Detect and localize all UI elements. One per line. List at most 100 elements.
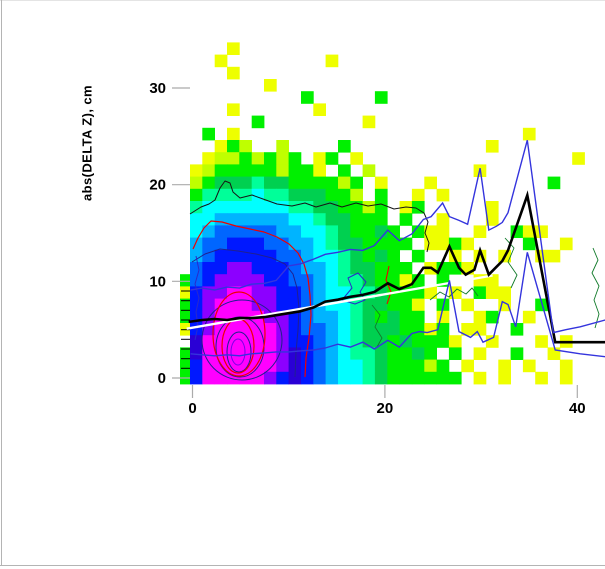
heatmap-cell: [374, 274, 388, 287]
heatmap-cell: [301, 213, 314, 226]
heatmap-cell: [301, 237, 314, 251]
heatmap-cell: [399, 359, 413, 373]
heatmap-cell: [251, 164, 265, 177]
heatmap-cell: [424, 176, 437, 190]
heatmap-cell: [313, 286, 326, 299]
heatmap-cell: [264, 359, 277, 373]
heatmap-cell: [411, 225, 425, 238]
heatmap-cell: [387, 371, 400, 385]
heatmap-cell: [572, 152, 585, 165]
heatmap-cell: [362, 225, 376, 238]
heatmap-cell: [374, 359, 388, 373]
heatmap-cell: [190, 201, 203, 214]
heatmap-cell: [276, 188, 289, 202]
heatmap-cell: [387, 347, 400, 360]
heatmap-cell: [498, 298, 511, 312]
heatmap-cell: [547, 347, 561, 360]
heatmap-cell: [399, 310, 413, 324]
heatmap-cell: [473, 347, 487, 360]
band-upper-line: [190, 140, 605, 334]
heatmap-cell: [399, 335, 413, 348]
heatmap-cell: [301, 359, 314, 373]
heatmap-cell: [276, 140, 289, 153]
heatmap-cell: [288, 176, 302, 190]
heatmap-cell: [448, 347, 462, 360]
heatmap-cell: [338, 225, 351, 238]
heatmap-cell: [411, 359, 425, 373]
heatmap-cell: [325, 225, 339, 238]
heatmap-cell: [190, 359, 203, 373]
heatmap-cell: [251, 286, 265, 299]
heatmap-cell: [387, 262, 400, 275]
heatmap-cell: [227, 140, 240, 153]
heatmap-cell: [411, 347, 425, 360]
heatmap-cell: [313, 262, 326, 275]
heatmap-cell: [485, 335, 499, 348]
heatmap-cell: [510, 323, 524, 336]
heatmap-cell: [522, 310, 536, 324]
heatmap-cell: [399, 347, 413, 360]
heatmap-cell: [288, 164, 302, 177]
heatmap-cell: [251, 201, 265, 214]
heatmap-cell: [239, 140, 252, 153]
heatmap-cell: [313, 274, 326, 287]
heatmap-cell: [202, 262, 215, 275]
heatmap-cell: [202, 188, 215, 202]
heatmap-cell: [227, 127, 240, 141]
heatmap-cell: [276, 152, 289, 165]
heatmap-cell: [424, 371, 437, 385]
heatmap-cell: [251, 274, 265, 287]
heatmap-cell: [276, 347, 289, 360]
heatmap-cell: [251, 335, 265, 348]
heatmap-cell: [227, 249, 240, 263]
heatmap-cell: [190, 176, 203, 190]
heatmap-cell: [362, 115, 376, 129]
heatmap-cell: [325, 201, 339, 214]
heatmap-cell: [313, 201, 326, 214]
heatmap-cell: [338, 371, 351, 385]
heatmap-cell: [251, 323, 265, 336]
heatmap-cell: [190, 164, 203, 177]
heatmap-cell: [227, 176, 240, 190]
heatmap-cell: [338, 249, 351, 263]
heatmap-cell: [227, 262, 240, 275]
contour-black-outer: [189, 180, 430, 253]
heatmap-cell: [239, 201, 252, 214]
contour-navy-oval-3: [226, 331, 252, 373]
heatmap-cell: [362, 274, 376, 287]
heatmap-underflow-cell: [180, 286, 190, 299]
heatmap-cell: [251, 262, 265, 275]
heatmap-cell: [325, 237, 339, 251]
heatmap-cell: [313, 152, 326, 165]
heatmap-cell: [325, 176, 339, 190]
heatmap-cell: [559, 359, 573, 373]
heatmap-cell: [461, 237, 474, 251]
heatmap-cell: [214, 225, 228, 238]
heatmap-cell: [350, 310, 363, 324]
heatmap-cell: [227, 103, 240, 116]
heatmap-cell: [498, 371, 511, 385]
linear-fit-line: [186, 274, 493, 330]
heatmap-cell: [387, 359, 400, 373]
heatmap-cell: [264, 79, 277, 92]
heatmap-cell: [485, 274, 499, 287]
heatmap-cell: [276, 201, 289, 214]
heatmap-cell: [387, 323, 400, 336]
heatmap-cell: [227, 164, 240, 177]
heatmap-cell: [313, 237, 326, 251]
heatmap-cell: [362, 347, 376, 360]
heatmap-cell: [301, 249, 314, 263]
heatmap-cell: [190, 225, 203, 238]
heatmap-cell: [276, 164, 289, 177]
heatmap-cell: [411, 249, 425, 263]
heatmap-cell: [276, 298, 289, 312]
heatmap-cell: [338, 176, 351, 190]
contour-green-fragment-1: [429, 287, 479, 301]
heatmap-cell: [214, 201, 228, 214]
profile-mean-line: [188, 190, 605, 344]
heatmap-cell: [362, 359, 376, 373]
heatmap-cell: [288, 347, 302, 360]
contour-red-fragment: [385, 265, 392, 305]
heatmap-cell: [387, 298, 400, 312]
